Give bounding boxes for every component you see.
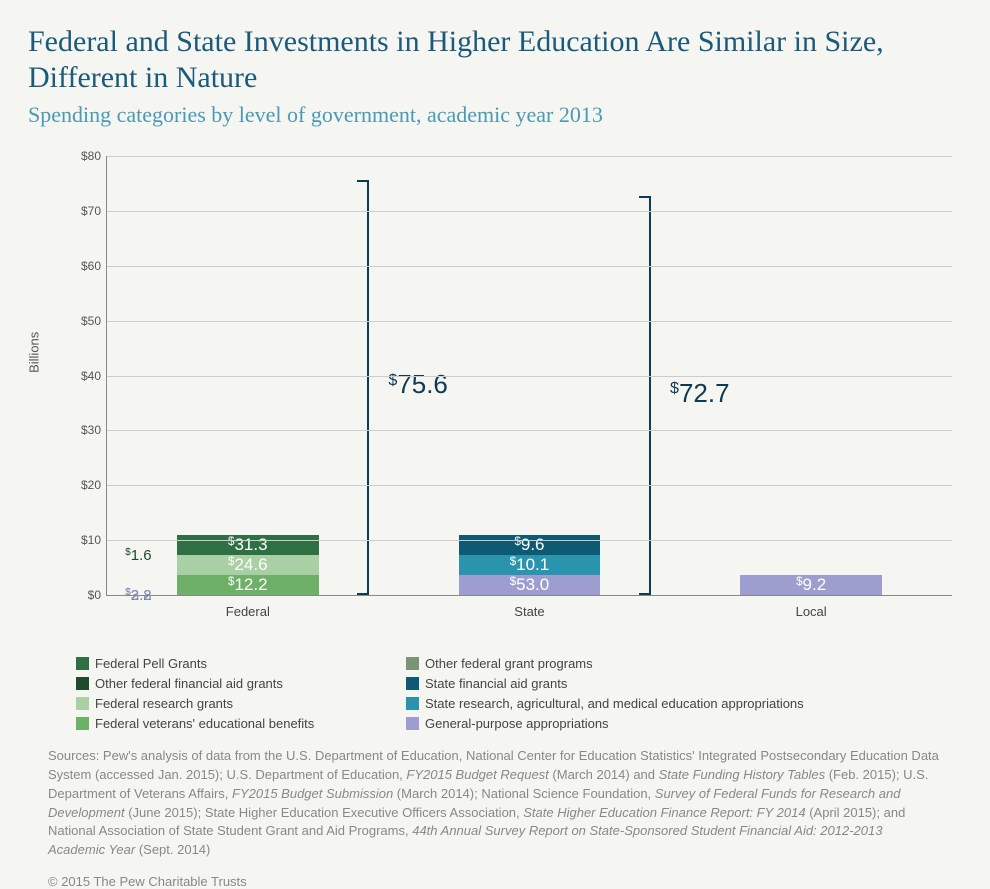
legend-item: General-purpose appropriations [406, 716, 962, 731]
legend-swatch [406, 697, 419, 710]
bar-segment: $31.3 [177, 535, 318, 555]
plot-area: $31.3$1.6$24.6$12.2$2.2$3.8$75.6Federal$… [106, 156, 952, 596]
sources-cite: FY2015 Budget Request [406, 767, 548, 782]
sources-text: Sources: Pew's analysis of data from the… [48, 747, 942, 860]
legend-item: Federal Pell Grants [76, 656, 396, 671]
gridline [107, 430, 952, 431]
gridline [107, 211, 952, 212]
segment-value-label: $12.2 [228, 575, 268, 595]
segment-value-label: $24.6 [228, 555, 268, 575]
legend-item: State financial aid grants [406, 676, 962, 691]
total-bracket [639, 196, 651, 595]
gridline [107, 485, 952, 486]
y-tick-label: $30 [71, 423, 101, 437]
legend-item: Federal research grants [76, 696, 396, 711]
legend-swatch [76, 717, 89, 730]
bar-column: $9.6$10.1$53.0 [459, 535, 600, 595]
bar-segment: $9.2 [740, 575, 881, 595]
chart-subtitle: Spending categories by level of governme… [28, 102, 962, 128]
legend-swatch [406, 677, 419, 690]
legend-item: Other federal financial aid grants [76, 676, 396, 691]
legend-item: Other federal grant programs [406, 656, 962, 671]
bar-segment: $9.6 [459, 535, 600, 555]
segment-value-label: $9.6 [514, 535, 544, 555]
bar-column: $31.3$1.6$24.6$12.2$2.2$3.8 [177, 535, 318, 595]
bar-segment: $10.1 [459, 555, 600, 575]
legend-label: Federal veterans' educational benefits [95, 716, 314, 731]
segment-value-label: $53.0 [510, 575, 550, 595]
legend-label: Other federal grant programs [425, 656, 593, 671]
bar-column: $9.2 [740, 575, 881, 595]
legend-label: Federal research grants [95, 696, 233, 711]
y-tick-label: $40 [71, 369, 101, 383]
legend-label: State research, agricultural, and medica… [425, 696, 804, 711]
y-tick-label: $20 [71, 478, 101, 492]
legend-item: Federal veterans' educational benefits [76, 716, 396, 731]
gridline [107, 156, 952, 157]
legend-swatch [76, 697, 89, 710]
segment-value-label: $10.1 [510, 555, 550, 575]
sources-cite: State Funding History Tables [659, 767, 825, 782]
legend-swatch [76, 677, 89, 690]
legend-swatch [76, 657, 89, 670]
copyright: © 2015 The Pew Charitable Trusts [48, 874, 962, 889]
bar-segment: $12.2 [177, 575, 318, 595]
y-axis-label: Billions [27, 332, 42, 373]
legend-label: Federal Pell Grants [95, 656, 207, 671]
category-label: Local [697, 604, 925, 619]
y-tick-label: $70 [71, 204, 101, 218]
legend-label: Other federal financial aid grants [95, 676, 283, 691]
gridline [107, 376, 952, 377]
chart-area: Billions $31.3$1.6$24.6$12.2$2.2$3.8$75.… [78, 146, 952, 626]
gridline [107, 266, 952, 267]
legend-swatch [406, 717, 419, 730]
total-bracket [357, 180, 369, 595]
category-label: Federal [134, 604, 362, 619]
y-tick-label: $10 [71, 533, 101, 547]
segment-value-label: $1.6 [125, 547, 152, 564]
segment-value-label: $9.2 [796, 575, 826, 595]
chart-title: Federal and State Investments in Higher … [28, 24, 962, 96]
bar-segment: $24.6 [177, 555, 318, 575]
sources-label: Sources: [48, 748, 99, 763]
legend-item: State research, agricultural, and medica… [406, 696, 962, 711]
category-label: State [415, 604, 643, 619]
legend: Federal Pell Grants Other federal grant p… [76, 656, 962, 731]
legend-swatch [406, 657, 419, 670]
bar-segment: $53.0 [459, 575, 600, 595]
sources-cite: FY2015 Budget Submission [232, 786, 393, 801]
y-tick-label: $80 [71, 149, 101, 163]
legend-label: General-purpose appropriations [425, 716, 609, 731]
segment-value-label: $31.3 [228, 535, 268, 555]
gridline [107, 321, 952, 322]
y-tick-label: $50 [71, 314, 101, 328]
y-tick-label: $60 [71, 259, 101, 273]
segment-value-label: $3.8 [125, 587, 152, 604]
y-tick-label: $0 [71, 588, 101, 602]
legend-label: State financial aid grants [425, 676, 567, 691]
sources-cite: State Higher Education Finance Report: F… [523, 805, 805, 820]
gridline [107, 540, 952, 541]
